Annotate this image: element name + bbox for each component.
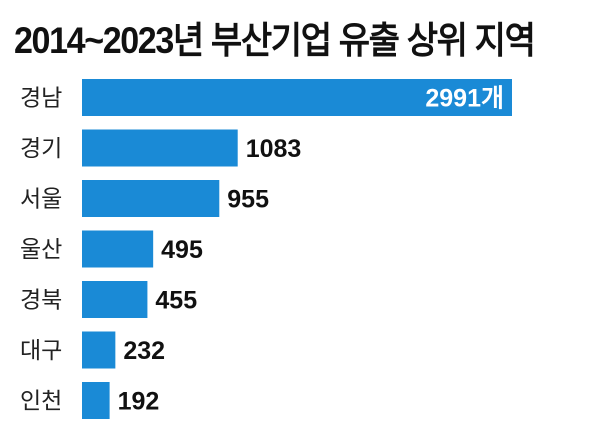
data-label: 455 [155, 287, 197, 315]
bar-경북 [82, 281, 148, 318]
category-label: 울산 [20, 236, 62, 262]
category-label: 대구 [20, 337, 62, 363]
data-label: 2991개 [425, 85, 504, 113]
bar-경기 [82, 129, 238, 167]
category-label: 인천 [20, 388, 62, 414]
data-label: 232 [123, 337, 165, 365]
bar-울산 [82, 230, 154, 268]
category-label: 경기 [20, 135, 62, 161]
category-label: 서울 [20, 186, 62, 212]
data-label: 955 [227, 186, 269, 214]
bar-인천 [82, 382, 110, 419]
bar-대구 [82, 331, 116, 369]
data-label: 1083 [246, 135, 302, 163]
data-label: 192 [118, 388, 160, 416]
chart-title: 2014~2023년 부산기업 유출 상위 지역 [14, 20, 536, 61]
bar-서울 [82, 180, 220, 217]
category-label: 경북 [20, 287, 62, 313]
bar-경남 [82, 79, 512, 116]
data-label: 495 [161, 236, 203, 264]
category-label: 경남 [20, 85, 62, 111]
